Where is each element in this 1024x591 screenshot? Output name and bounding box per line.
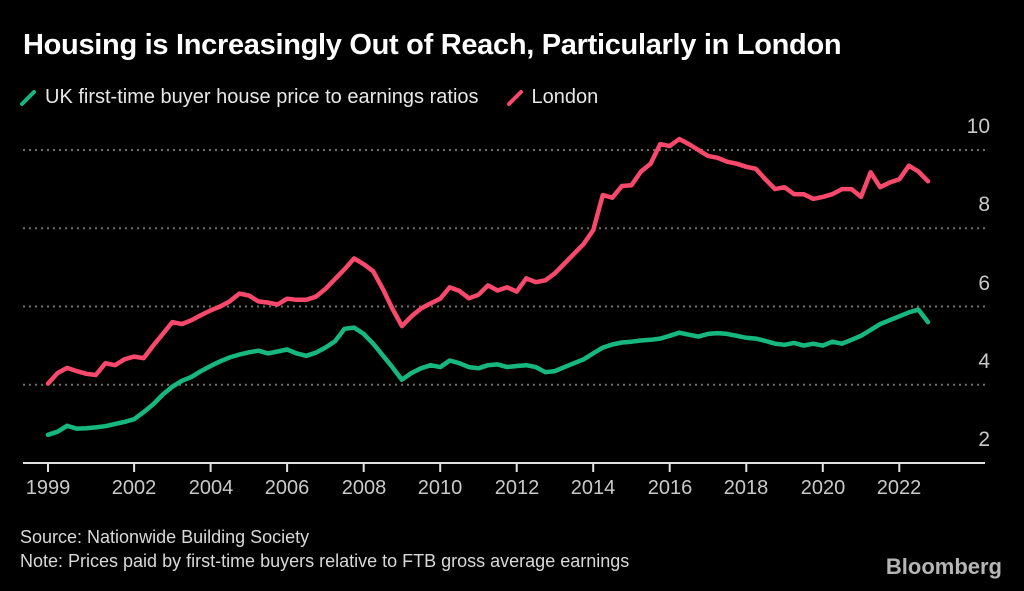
y-axis-label-8: 8 [978,193,990,217]
x-axis-label-2010: 2010 [417,477,463,499]
series-line-uk [45,307,931,438]
y-axis-label-6: 6 [978,271,990,295]
y-axis-label-10: 10 [966,115,990,138]
x-axis-label-1999: 1999 [25,477,71,499]
x-axis-label-2002: 2002 [111,477,157,499]
x-axis-label-2006: 2006 [264,477,310,499]
source-text: Source: Nationwide Building Society [20,527,310,547]
chart-title: Housing is Increasingly Out of Reach, Pa… [23,29,842,61]
bloomberg-logo: Bloomberg [885,554,1002,579]
y-axis-label-4: 4 [978,349,990,373]
legend-item-london: London [505,86,599,109]
legend-item-uk: UK first-time buyer house price to earni… [18,86,479,109]
legend-label-london: London [531,86,599,108]
x-axis-label-2020: 2020 [800,477,846,499]
series-line-london [45,136,931,386]
x-axis-label-2008: 2008 [341,477,387,499]
uk-series-slash-icon [20,89,36,106]
x-axis-label-2022: 2022 [876,477,922,499]
x-axis-label-2018: 2018 [723,477,769,499]
note-text: Note: Prices paid by first-time buyers r… [20,551,630,571]
x-axis-label-2004: 2004 [188,477,234,499]
chart-legend: UK first-time buyer house price to earni… [18,86,598,109]
x-axis-label-2014: 2014 [570,477,616,499]
legend-label-uk: UK first-time buyer house price to earni… [45,86,479,108]
london-series-slash-icon [506,89,523,106]
y-axis-label-2: 2 [978,428,990,451]
x-axis-label-2016: 2016 [647,477,693,499]
x-axis-label-2012: 2012 [494,477,540,499]
